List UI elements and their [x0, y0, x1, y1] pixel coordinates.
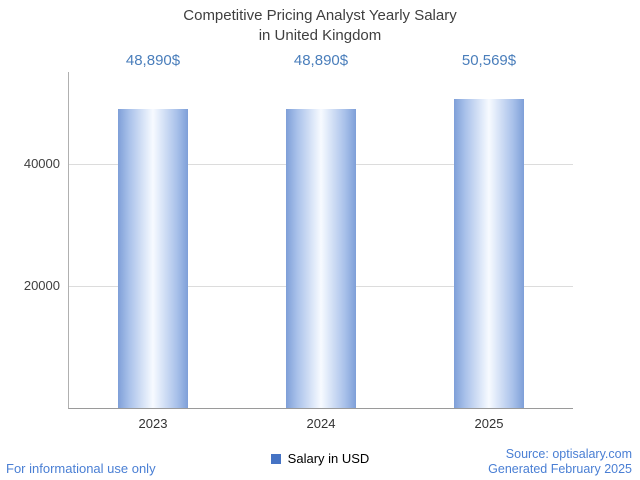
legend-label: Salary in USD [287, 451, 370, 466]
source-block: Source: optisalary.com Generated Februar… [488, 447, 632, 478]
y-axis-tick-label: 40000 [23, 155, 60, 171]
chart-title-line2: in United Kingdom [258, 26, 382, 44]
chart-title: Competitive Pricing Analyst Yearly Salar… [0, 6, 640, 45]
bar-value-label: 50,569$ [461, 52, 517, 69]
y-axis-tick-label: 20000 [23, 277, 60, 293]
disclaimer-text: For informational use only [6, 461, 156, 476]
x-axis-label: 2024 [306, 416, 336, 431]
legend-swatch-icon [270, 453, 281, 464]
bar-value-label: 48,890$ [293, 52, 349, 69]
source-link[interactable]: Source: optisalary.com [505, 446, 632, 461]
generated-date: Generated February 2025 [488, 462, 632, 477]
plot-area: 20000 40000 48,890$ 2023 48,890$ 2024 50,569$ 2… [24, 52, 573, 431]
bar-2025 [454, 99, 524, 408]
x-axis-label: 2023 [138, 416, 168, 431]
bar-2024 [286, 109, 356, 408]
bar-2023 [118, 109, 188, 408]
chart-title-line1: Competitive Pricing Analyst Yearly Salar… [183, 7, 457, 24]
x-axis-label: 2025 [474, 416, 504, 431]
bar-value-label: 48,890$ [125, 52, 181, 69]
legend-item-salary[interactable]: Salary in USD [0, 451, 640, 466]
